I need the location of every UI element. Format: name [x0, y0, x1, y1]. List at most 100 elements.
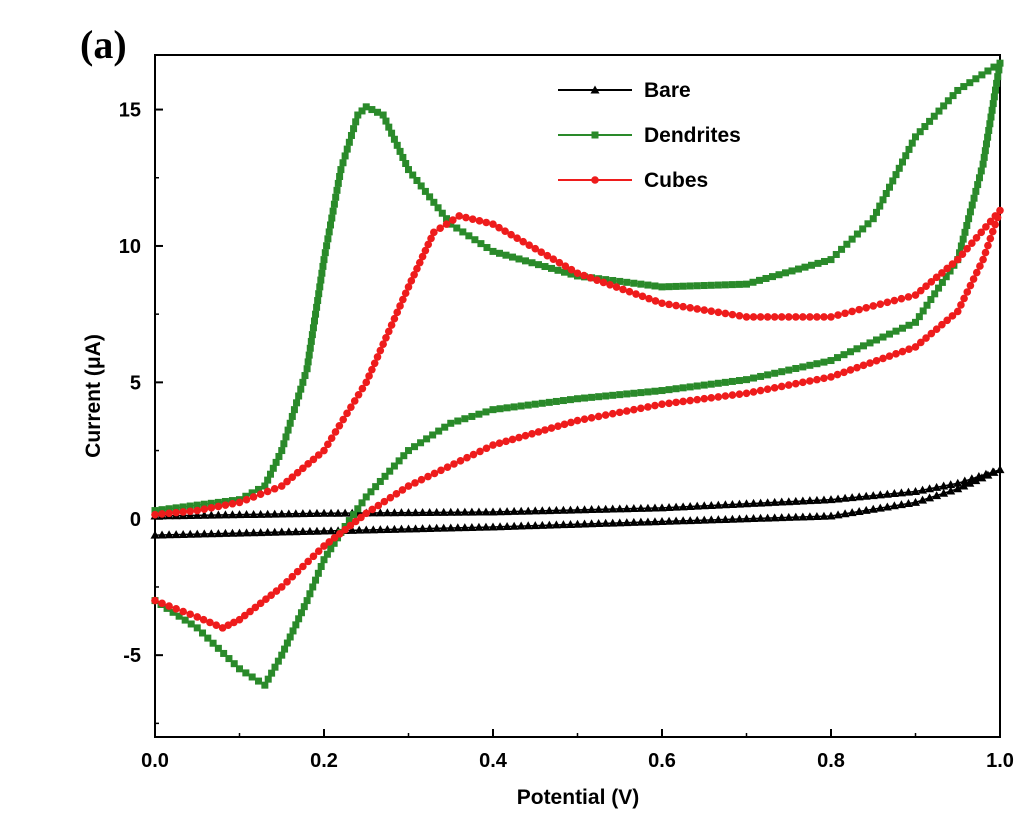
- data-point-bare: [305, 526, 315, 535]
- data-point-dendrites: [721, 281, 729, 289]
- data-point-cubes: [172, 508, 180, 517]
- data-point-dendrites: [301, 372, 309, 380]
- data-point-bare: [460, 507, 470, 516]
- data-point-dendrites: [873, 208, 880, 216]
- data-point-cubes: [619, 285, 627, 294]
- data-point-dendrites: [367, 488, 375, 496]
- data-point-cubes: [218, 624, 227, 632]
- data-point-cubes: [399, 295, 407, 304]
- data-point-cubes: [186, 610, 195, 619]
- data-point-dendrites: [707, 380, 715, 388]
- data-point-cubes: [407, 277, 416, 285]
- data-point-dendrites: [333, 186, 341, 194]
- data-point-bare: [971, 476, 981, 485]
- data-point-dendrites: [693, 282, 701, 290]
- data-point-dendrites: [509, 253, 516, 261]
- y-tick-label: 10: [119, 236, 141, 258]
- data-point-bare: [742, 499, 751, 508]
- data-point-dendrites: [275, 452, 283, 460]
- data-point-dendrites: [352, 118, 360, 126]
- data-point-cubes: [593, 276, 601, 284]
- data-point-bare: [749, 498, 759, 507]
- data-point-bare: [235, 510, 244, 519]
- data-point-cubes: [158, 599, 166, 608]
- data-point-bare: [636, 517, 646, 526]
- data-point-bare: [756, 498, 766, 507]
- data-point-cubes: [283, 578, 291, 586]
- data-point-dendrites: [531, 400, 539, 408]
- data-point-dendrites: [957, 242, 965, 250]
- data-point-cubes: [820, 313, 828, 321]
- data-point-cubes: [984, 241, 992, 250]
- data-point-dendrites: [886, 330, 893, 338]
- data-point-dendrites: [771, 369, 779, 377]
- data-point-dendrites: [923, 301, 931, 309]
- data-point-cubes: [693, 395, 702, 404]
- data-point-dendrites: [358, 107, 366, 115]
- data-point-cubes: [288, 473, 297, 481]
- data-point-dendrites: [379, 111, 387, 119]
- data-point-bare: [460, 523, 470, 532]
- data-point-cubes: [513, 234, 521, 242]
- data-point-dendrites: [405, 447, 412, 455]
- data-point-cubes: [742, 313, 751, 321]
- series-line-dendrites: [154, 61, 1002, 687]
- data-point-dendrites: [979, 160, 987, 168]
- data-point-cubes: [638, 292, 647, 301]
- data-point-cubes: [384, 327, 393, 336]
- data-point-bare: [657, 503, 667, 512]
- data-point-bare: [551, 505, 561, 514]
- data-point-cubes: [449, 216, 457, 224]
- data-point-dendrites: [248, 673, 256, 681]
- data-point-dendrites: [468, 412, 476, 420]
- data-point-dendrites: [434, 204, 442, 212]
- data-point-bare: [256, 509, 266, 518]
- data-point-cubes: [885, 352, 894, 360]
- data-point-cubes: [972, 233, 981, 242]
- data-point-cubes: [859, 361, 868, 370]
- data-point-cubes: [410, 270, 418, 279]
- data-point-dendrites: [940, 102, 948, 110]
- data-point-bare: [903, 487, 913, 496]
- data-point-bare: [847, 493, 857, 502]
- data-point-dendrites: [987, 113, 995, 121]
- data-point-cubes: [560, 420, 569, 429]
- data-point-bare: [291, 527, 301, 536]
- data-point-dendrites: [946, 267, 954, 275]
- data-point-bare: [270, 527, 280, 536]
- data-point-bare: [558, 505, 568, 514]
- data-point-bare: [720, 514, 730, 523]
- data-point-cubes: [700, 306, 709, 314]
- data-point-dendrites: [292, 621, 300, 629]
- data-point-cubes: [977, 228, 986, 237]
- data-point-cubes: [969, 275, 978, 283]
- data-point-cubes: [368, 365, 376, 374]
- data-point-dendrites: [330, 200, 338, 208]
- data-point-bare: [481, 507, 491, 516]
- data-point-dendrites: [284, 426, 292, 434]
- data-point-cubes: [256, 599, 265, 608]
- data-point-dendrites: [282, 433, 290, 441]
- data-point-bare: [382, 508, 392, 517]
- data-point-dendrites: [775, 271, 783, 279]
- data-point-dendrites: [264, 675, 272, 683]
- data-point-bare: [516, 506, 526, 515]
- data-point-cubes: [991, 220, 999, 229]
- data-point-dendrites: [916, 128, 924, 136]
- data-point-bare: [960, 476, 970, 485]
- data-point-cubes: [728, 391, 737, 399]
- data-point-dendrites: [151, 507, 159, 515]
- data-point-dendrites: [225, 655, 233, 663]
- data-point-dendrites: [686, 383, 694, 391]
- data-point-dendrites: [982, 140, 990, 148]
- data-point-dendrites: [915, 313, 923, 321]
- data-point-bare: [868, 491, 878, 500]
- data-point-bare: [347, 525, 357, 534]
- data-point-dendrites: [972, 75, 980, 83]
- data-point-bare: [537, 520, 547, 529]
- x-tick-label: 0.8: [817, 750, 845, 772]
- data-point-bare: [389, 508, 399, 517]
- data-point-bare: [727, 499, 737, 508]
- data-point-cubes: [304, 557, 312, 566]
- data-point-bare: [502, 507, 512, 516]
